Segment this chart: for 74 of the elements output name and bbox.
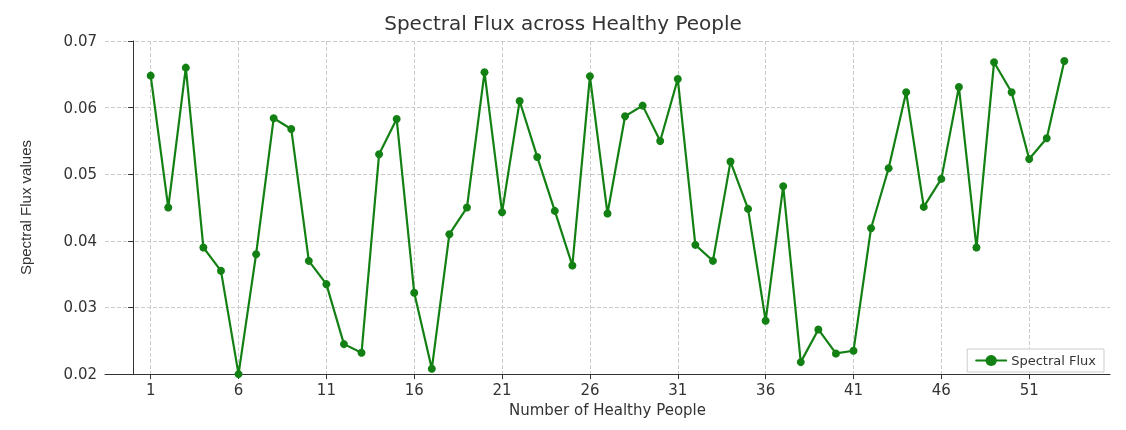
point [304,256,313,265]
x-tick-label: 21 [492,380,512,399]
x-tick-label: 16 [404,380,424,399]
point [427,364,436,373]
point [638,101,647,110]
point [322,280,331,289]
point [550,206,559,215]
x-tick-label: 51 [1019,380,1039,399]
x-tick-label: 11 [316,380,336,399]
point [533,152,542,161]
point [445,230,454,239]
point [673,74,682,83]
point [954,82,963,91]
y-tick-label: 0.06 [63,98,97,117]
point [357,348,366,357]
point [972,243,981,252]
point [656,136,665,145]
point [199,243,208,252]
y-axis-title: Spectral Flux values [17,140,34,276]
x-axis-title: Number of Healthy People [509,400,706,419]
point [1025,154,1034,163]
point [498,208,507,217]
point [761,316,770,325]
point [146,71,155,80]
point [339,340,348,349]
y-tick-label: 0.02 [63,365,97,384]
point [990,58,999,67]
chart-title: Spectral Flux across Healthy People [384,11,742,35]
y-tick-label: 0.05 [63,165,97,184]
point [779,182,788,191]
point [234,370,243,379]
point [181,63,190,72]
point [410,288,419,297]
y-tick-label: 0.04 [63,231,97,250]
point [814,325,823,334]
point [744,204,753,213]
x-tick-label: 41 [843,380,864,399]
x-tick-label: 1 [145,380,156,399]
point [1007,88,1016,97]
x-tick-label: 6 [233,380,244,399]
point [252,250,261,259]
point [849,346,858,355]
point [867,224,876,233]
point [1042,134,1051,143]
x-tick-label: 26 [580,380,600,399]
y-tick-label: 0.07 [63,32,97,50]
x-tick-label: 46 [931,380,951,399]
point [884,164,893,173]
point [287,124,296,133]
point [515,96,524,105]
point [216,266,225,275]
point [919,202,928,211]
point [1060,56,1069,65]
point [621,112,630,121]
point [691,240,700,249]
point [568,261,577,270]
point [937,174,946,183]
y-tick-label: 0.03 [63,298,97,317]
point [585,72,594,81]
point [726,157,735,166]
point [392,114,401,123]
point [375,150,384,159]
point [603,209,612,218]
point [796,358,805,367]
x-tick-label: 31 [668,380,688,399]
point [462,203,471,212]
point [902,88,911,97]
point [164,203,173,212]
point [831,349,840,358]
x-tick-label: 36 [756,380,776,399]
point [269,114,278,123]
point [480,68,489,77]
legend-label: Spectral Flux [1011,353,1097,368]
point [708,256,717,265]
